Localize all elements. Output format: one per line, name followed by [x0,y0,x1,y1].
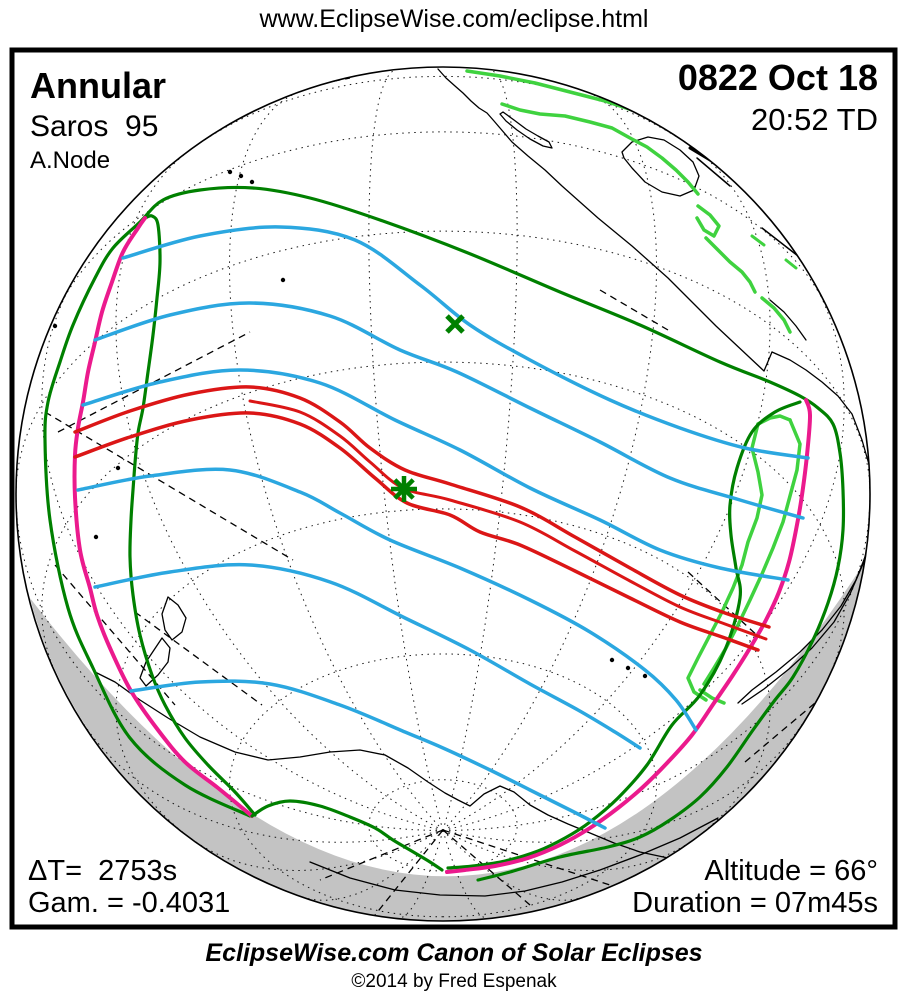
coast-highlight-antilles-2 [784,258,798,270]
coast-highlight-antilles [750,234,766,247]
dashed-graticule-segment [319,829,444,881]
island-dot [52,323,58,329]
saros-label: Saros 95 [30,110,158,143]
magnitude-blue-3 [81,368,790,582]
delta-t-label: ΔT= 2753s [28,855,177,887]
island-dot [625,665,631,671]
eclipse-type-label: Annular [30,65,166,106]
annular-north-limit-red [73,385,771,629]
dashed-graticule-segment [374,829,444,916]
eclipse-time-label: 20:52 TD [751,102,878,137]
island-dot [280,277,286,283]
duration-label: Duration = 07m45s [632,887,878,919]
altitude-label: Altitude = 66° [704,855,878,887]
south-america-west-coast [737,351,870,704]
globe-limb [15,66,871,922]
eclipse-curves [43,185,846,882]
night-shading [30,560,866,921]
magnitude-blue-4 [76,467,698,732]
coast-highlight-central-america [704,236,757,294]
antilles-sliver [761,227,799,257]
graticule [16,69,870,919]
dashed-graticule-segment [54,564,176,706]
antarctica-inner-coast [309,817,719,897]
new-zealand-north-island [161,596,187,641]
globe-map [16,68,870,921]
magnitude-blue-6 [129,679,607,830]
sunset-max-magenta [445,398,813,874]
sunset-end-green-west [250,799,444,872]
coast-highlight-yucatan [695,204,721,238]
greatest-eclipse-asterisk-center [398,483,410,495]
baja-california [499,111,553,149]
magnitude-blue-2 [93,301,805,520]
coast-highlight-colombia [760,296,792,334]
coast-highlight-tierra-del-fuego [698,688,726,705]
footer-copyright: ©2014 by Fred Espenak [351,971,557,992]
dashed-graticule-segment [134,611,263,706]
coast-highlight-limb-nw [465,69,640,114]
map-frame-border [9,47,898,930]
magnitude-blue-5 [93,562,642,750]
subsolar-point-x-marker [445,314,465,334]
page-url-text: www.EclipseWise.com/eclipse.html [259,5,649,33]
dashed-graticule-segment [442,829,626,891]
gamma-label: Gam. = -0.4031 [28,887,230,919]
footer-title: EclipseWise.com Canon of Solar Eclipses [205,939,702,967]
island-dot [238,173,244,179]
island-dot [93,534,99,540]
node-label: A.Node [30,147,110,174]
island-dot [642,673,648,679]
cuba-sliver [696,157,731,187]
island-dot [609,657,615,663]
island-dot [227,169,233,175]
new-zealand-south-island [139,637,171,687]
sunset-limit-green [446,400,802,870]
dashed-graticule-segment [44,411,294,561]
caribbean-sa-north-coast [769,299,807,341]
island-dot [115,465,121,471]
eclipse-markers [391,314,465,502]
island-dot [249,179,255,185]
sunrise-limit-green [128,214,257,817]
annular-south-limit-red [73,411,760,652]
annular-center-line-red [248,399,768,641]
penumbral-limit [43,185,846,882]
graticule-grid [16,69,870,919]
magnitude-blue-1 [121,225,810,460]
coast-highlight-mexico [500,102,700,196]
eclipse-date-label: 0822 Oct 18 [678,57,878,98]
north-america-west-coast [437,68,773,372]
antarctica-coast [94,671,696,863]
gulf-of-mexico-coast [621,136,700,197]
dashed-graticule-segment [599,289,669,331]
sunrise-max-magenta [72,216,254,818]
